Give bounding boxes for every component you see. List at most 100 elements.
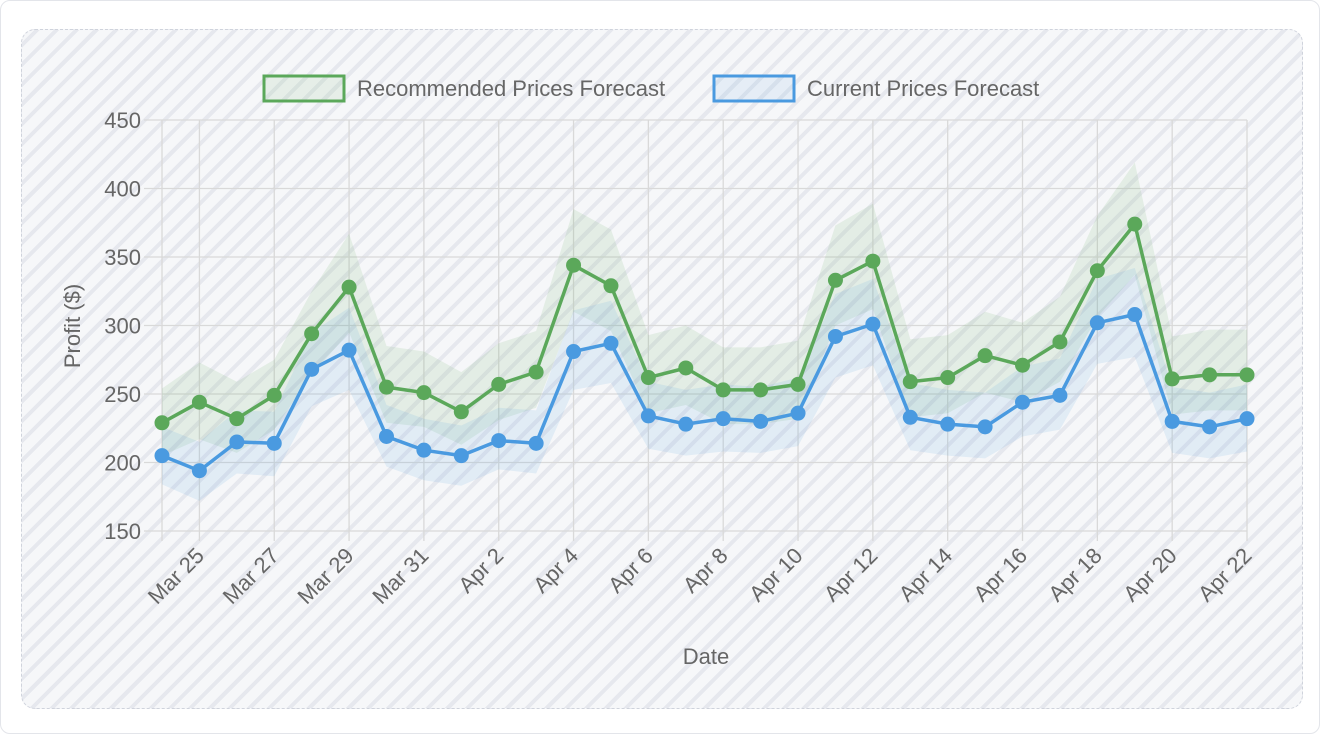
data-point-recommended[interactable] xyxy=(341,279,357,295)
x-axis-label: Date xyxy=(683,644,729,669)
legend-label-current[interactable]: Current Prices Forecast xyxy=(807,76,1039,101)
data-point-recommended[interactable] xyxy=(416,385,432,401)
x-tick-label: Mar 27 xyxy=(218,543,284,609)
data-point-recommended[interactable] xyxy=(940,370,956,386)
data-point-current[interactable] xyxy=(266,435,282,451)
data-point-recommended[interactable] xyxy=(191,394,207,410)
data-point-current[interactable] xyxy=(1239,411,1255,427)
data-point-recommended[interactable] xyxy=(266,387,282,403)
y-tick-label: 400 xyxy=(104,177,141,202)
data-point-current[interactable] xyxy=(491,433,507,449)
data-point-recommended[interactable] xyxy=(827,272,843,288)
x-tick-label: Apr 22 xyxy=(1193,543,1257,607)
data-point-recommended[interactable] xyxy=(154,415,170,431)
data-point-recommended[interactable] xyxy=(865,253,881,269)
data-point-recommended[interactable] xyxy=(977,348,993,364)
data-point-current[interactable] xyxy=(1052,387,1068,403)
data-point-recommended[interactable] xyxy=(566,257,582,273)
data-point-recommended[interactable] xyxy=(1202,367,1218,383)
data-point-recommended[interactable] xyxy=(603,278,619,294)
data-point-recommended[interactable] xyxy=(678,360,694,376)
data-point-current[interactable] xyxy=(827,328,843,344)
x-tick-label: Apr 10 xyxy=(744,543,808,607)
x-tick-label: Mar 25 xyxy=(143,543,209,609)
x-tick-label: Mar 31 xyxy=(367,543,433,609)
x-tick-label: Mar 29 xyxy=(293,543,359,609)
data-point-recommended[interactable] xyxy=(1164,371,1180,387)
data-point-recommended[interactable] xyxy=(304,326,320,342)
data-point-recommended[interactable] xyxy=(1239,367,1255,383)
confidence-band-current xyxy=(162,268,1247,501)
data-point-recommended[interactable] xyxy=(453,404,469,420)
y-tick-label: 350 xyxy=(104,245,141,270)
data-point-recommended[interactable] xyxy=(378,379,394,395)
data-point-current[interactable] xyxy=(154,448,170,464)
data-point-current[interactable] xyxy=(1164,413,1180,429)
data-point-current[interactable] xyxy=(865,316,881,332)
data-point-current[interactable] xyxy=(977,419,993,435)
series-line-recommended xyxy=(161,222,1247,425)
y-tick-label: 450 xyxy=(104,108,141,133)
data-point-current[interactable] xyxy=(229,434,245,450)
x-tick-label: Apr 14 xyxy=(894,543,958,607)
data-point-current[interactable] xyxy=(191,463,207,479)
data-point-recommended[interactable] xyxy=(715,382,731,398)
data-point-current[interactable] xyxy=(453,448,469,464)
data-point-current[interactable] xyxy=(790,405,806,421)
data-point-recommended[interactable] xyxy=(753,382,769,398)
data-point-recommended[interactable] xyxy=(790,376,806,392)
data-point-current[interactable] xyxy=(1015,394,1031,410)
x-axis-ticks: Mar 25 Mar 27 Mar 29 Mar 31 Apr 2 Apr 4 Apr 6 A… xyxy=(143,543,1257,609)
x-tick-label: Apr 16 xyxy=(969,543,1033,607)
data-point-current[interactable] xyxy=(378,428,394,444)
x-tick-label: Apr 8 xyxy=(678,543,733,598)
data-point-recommended[interactable] xyxy=(229,411,245,427)
data-point-current[interactable] xyxy=(304,361,320,377)
x-tick-label: Apr 20 xyxy=(1118,543,1182,607)
confidence-band-recommended xyxy=(162,162,1247,456)
y-axis-ticks: 150 200 250 300 350 400 450 xyxy=(104,108,141,544)
data-point-current[interactable] xyxy=(1089,315,1105,331)
data-point-current[interactable] xyxy=(1127,307,1143,323)
confidence-bands xyxy=(162,162,1247,501)
data-point-current[interactable] xyxy=(715,411,731,427)
legend-swatch-recommended[interactable] xyxy=(262,74,346,103)
data-point-current[interactable] xyxy=(940,416,956,432)
legend-swatch-current[interactable] xyxy=(712,74,796,103)
grid xyxy=(144,119,1248,541)
x-tick-label: Apr 18 xyxy=(1043,543,1107,607)
data-point-current[interactable] xyxy=(603,335,619,351)
legend[interactable]: Recommended Prices Forecast Current Pric… xyxy=(262,74,1039,103)
series-points[interactable] xyxy=(154,216,1255,479)
data-point-recommended[interactable] xyxy=(528,364,544,380)
legend-label-recommended[interactable]: Recommended Prices Forecast xyxy=(357,76,665,101)
x-tick-label: Apr 2 xyxy=(453,543,508,598)
data-point-recommended[interactable] xyxy=(1052,334,1068,350)
data-point-current[interactable] xyxy=(1202,419,1218,435)
data-point-current[interactable] xyxy=(528,435,544,451)
y-tick-label: 250 xyxy=(104,382,141,407)
x-tick-label: Apr 6 xyxy=(603,543,658,598)
data-point-recommended[interactable] xyxy=(902,374,918,390)
data-point-current[interactable] xyxy=(566,344,582,360)
y-tick-label: 200 xyxy=(104,451,141,476)
data-point-current[interactable] xyxy=(678,416,694,432)
data-point-recommended[interactable] xyxy=(1015,357,1031,373)
data-point-recommended[interactable] xyxy=(1089,263,1105,279)
y-tick-label: 150 xyxy=(104,519,141,544)
data-point-recommended[interactable] xyxy=(491,376,507,392)
data-point-current[interactable] xyxy=(416,442,432,458)
y-tick-label: 300 xyxy=(104,314,141,339)
x-tick-label: Apr 12 xyxy=(819,543,883,607)
data-point-current[interactable] xyxy=(902,409,918,425)
data-point-recommended[interactable] xyxy=(1127,216,1143,232)
y-axis-label: Profit ($) xyxy=(60,284,85,368)
data-point-current[interactable] xyxy=(753,413,769,429)
data-point-recommended[interactable] xyxy=(640,370,656,386)
data-point-current[interactable] xyxy=(640,408,656,424)
chart-panel xyxy=(21,29,1303,709)
data-point-current[interactable] xyxy=(341,342,357,358)
x-tick-label: Apr 4 xyxy=(528,543,583,598)
